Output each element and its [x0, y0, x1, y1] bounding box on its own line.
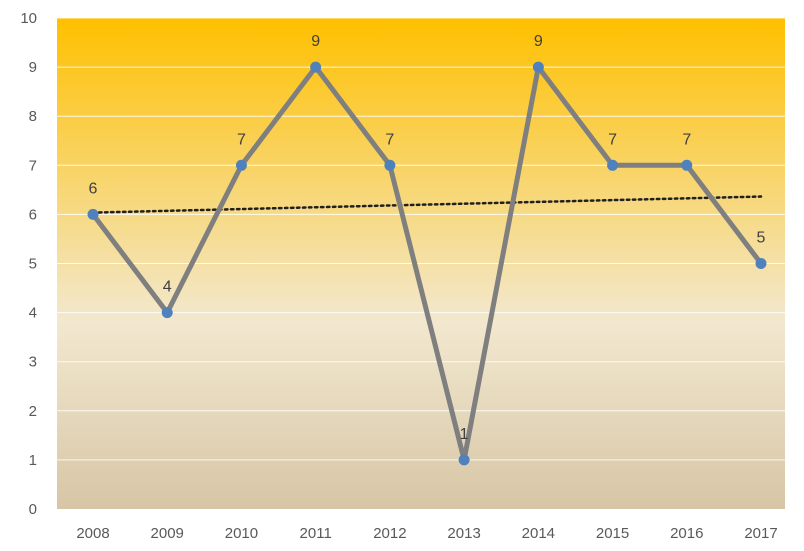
data-label: 7: [237, 131, 246, 148]
data-point: [681, 159, 693, 171]
y-axis-ticks: 0 1 2 3 4 5 6 7 8 9 10: [20, 10, 37, 518]
trendline: [91, 195, 763, 214]
data-point: [235, 159, 247, 171]
series-group: [87, 61, 767, 466]
x-tick-label: 2014: [522, 525, 555, 542]
data-label: 4: [163, 279, 172, 296]
data-label: 5: [757, 230, 766, 247]
x-tick-label: 2015: [596, 525, 629, 542]
data-labels: 6 4 7 9 7 1 9 7 7 5: [89, 33, 766, 443]
y-tick-label: 8: [29, 108, 37, 125]
x-tick-label: 2008: [76, 525, 109, 542]
data-label: 7: [608, 131, 617, 148]
data-label: 7: [682, 131, 691, 148]
data-label: 1: [460, 426, 469, 443]
x-tick-label: 2012: [373, 525, 406, 542]
data-point: [532, 61, 544, 73]
x-tick-label: 2017: [744, 525, 777, 542]
y-tick-label: 6: [29, 206, 37, 223]
data-point: [87, 208, 99, 220]
x-tick-label: 2010: [225, 525, 258, 542]
x-axis-ticks: 2008 2009 2010 2011 2012 2013 2014 2015 2016 2017: [76, 525, 777, 542]
y-tick-label: 2: [29, 403, 37, 420]
data-label: 9: [534, 33, 543, 50]
y-tick-label: 3: [29, 354, 37, 371]
data-label: 7: [385, 131, 394, 148]
x-tick-label: 2009: [151, 525, 184, 542]
data-point: [161, 307, 173, 319]
x-tick-label: 2011: [300, 525, 332, 542]
y-tick-label: 10: [20, 10, 37, 27]
y-tick-label: 5: [29, 256, 37, 273]
y-tick-label: 7: [29, 157, 37, 174]
series-line: [90, 64, 764, 463]
data-label: 9: [311, 33, 320, 50]
x-tick-label: 2016: [670, 525, 703, 542]
data-point: [384, 159, 396, 171]
y-tick-label: 1: [29, 452, 37, 469]
data-label: 6: [89, 180, 98, 197]
trendline-group: [91, 195, 763, 214]
data-point: [458, 454, 470, 466]
y-tick-label: 4: [29, 305, 37, 322]
data-point: [310, 61, 322, 73]
data-point: [607, 159, 619, 171]
data-point: [755, 258, 767, 269]
x-tick-label: 2013: [447, 525, 480, 542]
y-tick-label: 9: [29, 59, 37, 76]
y-tick-label: 0: [29, 501, 37, 518]
